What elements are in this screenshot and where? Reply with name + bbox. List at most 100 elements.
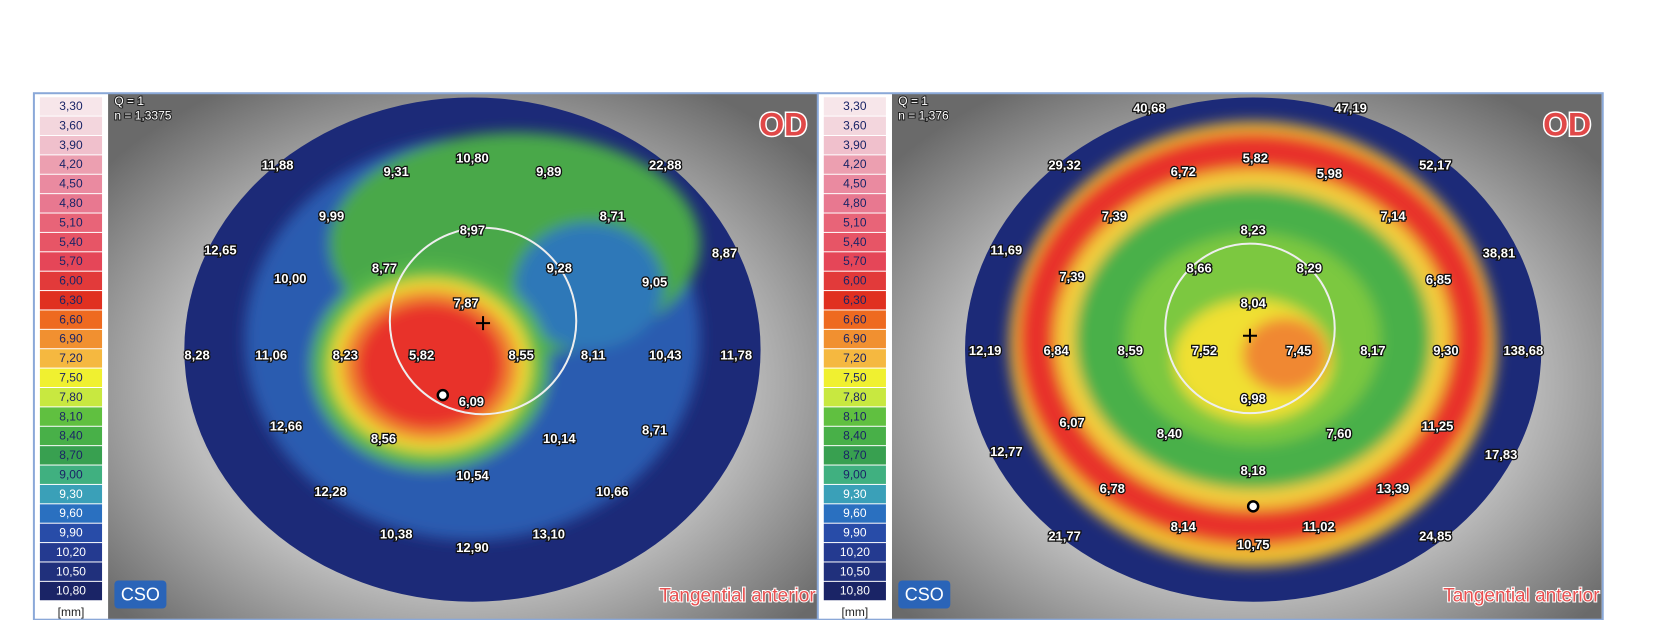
curvature-label: 9,89 (536, 164, 561, 179)
map-zone (1242, 317, 1328, 392)
legend-swatch (823, 252, 886, 271)
legend-swatch (823, 155, 886, 174)
curvature-label: 22,88 (649, 158, 682, 173)
curvature-label: 8,11 (581, 347, 606, 362)
curvature-label: 12,19 (969, 343, 1002, 358)
corneal-map (184, 97, 761, 602)
vertex-marker (436, 388, 450, 402)
legend-unit: [mm] (842, 605, 869, 619)
legend-label: 10,80 (840, 584, 870, 598)
info-text: n = 1,3375 (114, 109, 171, 123)
legend-swatch (823, 194, 886, 213)
logo: CSO (121, 584, 160, 604)
legend-swatch (823, 562, 886, 581)
curvature-label: 12,65 (204, 242, 237, 257)
legend-swatch (823, 232, 886, 252)
curvature-label: 8,28 (184, 347, 209, 362)
legend-swatch (39, 135, 103, 155)
legend-swatch (39, 329, 103, 349)
legend-swatch (39, 291, 103, 310)
legend-swatch (823, 484, 886, 504)
legend-swatch (39, 349, 103, 368)
legend-label: 6,00 (843, 274, 867, 288)
curvature-label: 9,31 (384, 164, 409, 179)
legend-label: 3,30 (843, 99, 867, 113)
legend-label: 8,10 (59, 409, 83, 423)
legend-label: 8,10 (843, 409, 867, 423)
legend-label: 5,40 (59, 235, 83, 249)
curvature-label: 12,90 (456, 540, 489, 555)
logo-box (898, 580, 951, 609)
curvature-label: 8,40 (1157, 426, 1182, 441)
legend-label: 6,90 (843, 332, 867, 346)
legend-label: 6,60 (843, 312, 867, 326)
center-cross (1242, 328, 1257, 343)
curvature-label: 8,77 (372, 261, 397, 276)
legend-label: 7,20 (843, 351, 867, 365)
curvature-label: 138,68 (1503, 343, 1543, 358)
legend-swatch (823, 504, 886, 523)
curvature-label: 10,75 (1237, 537, 1270, 552)
legend-swatch (823, 465, 886, 484)
legend-swatch (39, 581, 103, 601)
vertex-marker (1246, 500, 1260, 513)
curvature-label: 5,98 (1317, 166, 1342, 181)
legend-swatch (823, 368, 886, 388)
legend-swatch (39, 407, 103, 426)
curvature-label: 11,88 (262, 158, 294, 173)
legend-swatch (39, 543, 103, 562)
curvature-label: 11,69 (990, 242, 1022, 257)
legend-swatch (823, 581, 886, 601)
map-zones (244, 132, 701, 541)
curvature-label: 9,30 (1433, 343, 1458, 358)
curvature-label: 8,56 (371, 431, 396, 446)
curvature-label: 8,71 (642, 423, 667, 438)
legend-swatch (823, 174, 886, 194)
map-zones (1009, 121, 1497, 567)
legend-label: 6,30 (59, 293, 83, 307)
curvature-label: 10,00 (274, 271, 307, 286)
legend-swatch (823, 116, 886, 135)
legend-swatch (39, 116, 103, 135)
legend-label: 8,70 (843, 448, 867, 462)
curvature-label: 40,68 (1133, 101, 1166, 116)
curvature-label: 52,17 (1419, 158, 1452, 173)
curvature-label: 8,97 (460, 222, 485, 237)
curvature-label: 7,52 (1192, 343, 1217, 358)
legend-label: 9,30 (59, 487, 83, 501)
legend-swatch (823, 446, 886, 465)
curvature-label: 11,02 (1303, 519, 1335, 534)
legend-swatch (39, 426, 103, 446)
legend-label: 3,60 (843, 118, 867, 132)
legend-label: 5,10 (59, 215, 83, 229)
curvature-label: 12,28 (314, 484, 347, 499)
curvature-label: 6,98 (1241, 391, 1266, 406)
curvature-label: 9,28 (547, 261, 572, 276)
curvature-label: 12,77 (990, 444, 1023, 459)
center-cross (476, 316, 491, 331)
legend-label: 7,80 (59, 390, 83, 404)
legend-swatch (39, 465, 103, 484)
map-type: Tangential anterior (659, 585, 816, 606)
legend-label: 9,90 (59, 526, 83, 540)
curvature-label: 8,29 (1297, 261, 1322, 276)
legend-label: 8,40 (843, 429, 867, 443)
legend-swatch (823, 543, 886, 562)
legend-swatch (39, 310, 103, 329)
pupil-circle (388, 226, 578, 416)
legend-label: 3,30 (59, 99, 83, 113)
legend-label: 7,20 (59, 351, 83, 365)
info-text: n = 1,376 (898, 109, 949, 123)
curvature-label: 7,14 (1380, 209, 1406, 224)
legend-swatch (39, 368, 103, 388)
curvature-label: 8,55 (509, 347, 534, 362)
curvature-label: 11,06 (255, 347, 287, 362)
legend-swatch (823, 291, 886, 310)
legend-label: 4,50 (59, 177, 83, 191)
info-text: Q = 1 (114, 94, 144, 108)
curvature-label: 10,66 (596, 484, 629, 499)
legend-swatch (823, 523, 886, 543)
curvature-label: 8,66 (1186, 261, 1211, 276)
legend-label: 6,00 (59, 274, 83, 288)
